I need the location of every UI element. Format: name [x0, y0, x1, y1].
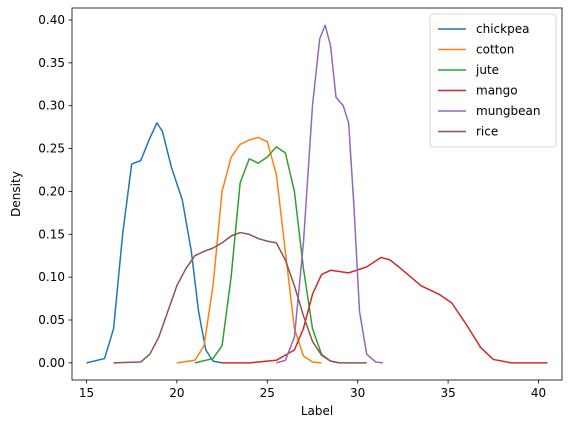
y-tick-label: 0.40: [38, 13, 65, 27]
series-line-mungbean: [276, 24, 384, 364]
legend-box: [429, 13, 557, 148]
series-line-chickpea: [86, 122, 223, 364]
legend-label-chickpea: chickpea: [476, 22, 529, 36]
legend-label-jute: jute: [475, 63, 499, 77]
y-tick-label: 0.30: [38, 99, 65, 113]
y-tick-label: 0.05: [38, 313, 65, 327]
y-tick-label: 0.20: [38, 184, 65, 198]
y-axis-label: Density: [9, 171, 23, 217]
x-axis-ticks: 15 20 25 30 35 40: [79, 380, 546, 400]
x-tick-label: 40: [531, 386, 546, 400]
legend-label-cotton: cotton: [476, 43, 514, 57]
y-tick-label: 0.15: [38, 227, 65, 241]
legend-label-mango: mango: [476, 84, 518, 98]
series-line-mango: [222, 256, 548, 364]
series-line-rice: [113, 231, 367, 364]
series-line-jute: [194, 146, 340, 364]
y-tick-label: 0.00: [38, 356, 65, 370]
y-tick-label: 0.25: [38, 142, 65, 156]
series-lines: [86, 24, 548, 364]
series-line-cotton: [176, 136, 322, 364]
x-tick-label: 25: [260, 386, 275, 400]
x-tick-label: 20: [169, 386, 184, 400]
plot-frame: [71, 7, 563, 381]
x-tick-label: 30: [350, 386, 365, 400]
x-axis-label: Label: [301, 404, 333, 418]
legend: chickpea cotton jute mango mungbean rice: [429, 13, 557, 148]
y-axis-ticks: 0.00 0.05 0.10 0.15 0.20 0.25 0.30 0.35 0.40: [38, 13, 72, 370]
legend-label-rice: rice: [476, 125, 498, 139]
legend-label-mungbean: mungbean: [476, 104, 540, 118]
x-tick-label: 35: [440, 386, 455, 400]
y-tick-label: 0.35: [38, 56, 65, 70]
x-tick-label: 15: [79, 386, 94, 400]
y-tick-label: 0.10: [38, 270, 65, 284]
